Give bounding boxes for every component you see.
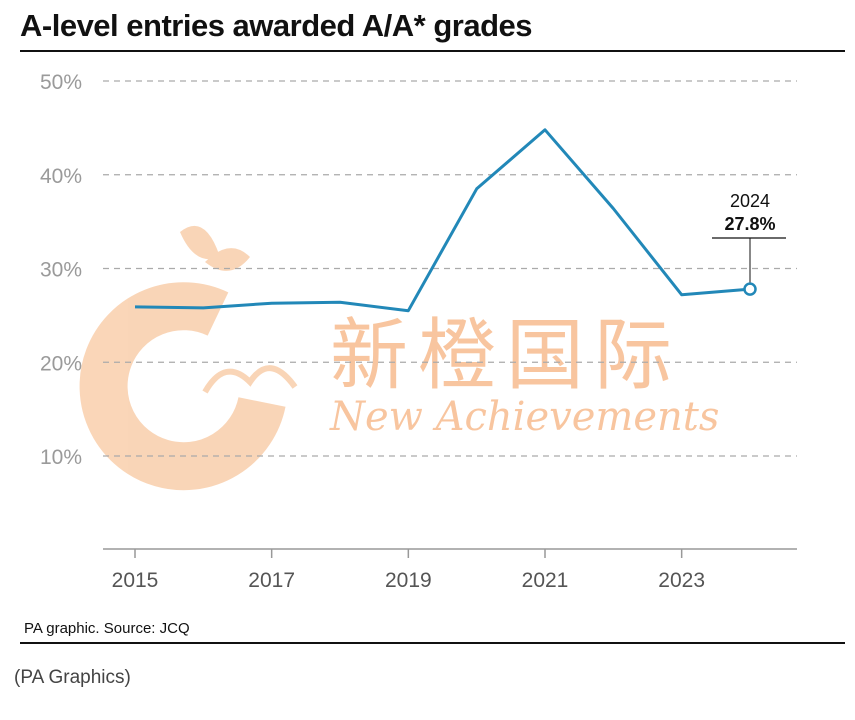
line-chart: 新橙国际 New Achievements 10% 20% 30% 40% 50% 20… bbox=[40, 71, 797, 592]
watermark-orange-logo bbox=[79, 225, 298, 491]
watermark: 新橙国际 New Achievements bbox=[79, 225, 719, 491]
y-tick-label: 40% bbox=[40, 165, 82, 188]
y-tick-label: 50% bbox=[40, 71, 82, 94]
chart-title: A-level entries awarded A/A* grades bbox=[20, 8, 533, 43]
x-tick-label: 2017 bbox=[248, 569, 295, 592]
end-point-marker bbox=[743, 282, 757, 296]
y-gridlines bbox=[103, 80, 797, 457]
title-rule bbox=[20, 50, 845, 52]
image-caption: (PA Graphics) bbox=[14, 667, 131, 688]
watermark-english: New Achievements bbox=[329, 394, 719, 440]
x-axis-ticks: 2015 2017 2019 2021 2023 bbox=[112, 549, 705, 592]
y-tick-label: 10% bbox=[40, 446, 82, 469]
x-tick-label: 2019 bbox=[385, 569, 432, 592]
watermark-chinese: 新橙国际 bbox=[330, 311, 682, 401]
y-tick-label: 30% bbox=[40, 259, 82, 282]
x-tick-label: 2021 bbox=[522, 569, 569, 592]
x-tick-label: 2015 bbox=[112, 569, 159, 592]
end-annotation: 2024 27.8% bbox=[712, 191, 786, 296]
y-tick-labels: 10% 20% 30% 40% 50% bbox=[40, 71, 82, 469]
annotation-year: 2024 bbox=[730, 191, 770, 211]
annotation-value: 27.8% bbox=[724, 214, 775, 234]
x-tick-label: 2023 bbox=[658, 569, 705, 592]
source-note: PA graphic. Source: JCQ bbox=[24, 620, 190, 637]
series-line bbox=[134, 128, 751, 313]
footer-rule bbox=[20, 642, 845, 644]
y-tick-label: 20% bbox=[40, 352, 82, 375]
